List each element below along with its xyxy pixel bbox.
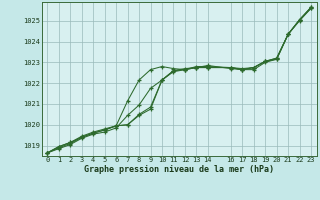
X-axis label: Graphe pression niveau de la mer (hPa): Graphe pression niveau de la mer (hPa) <box>84 165 274 174</box>
